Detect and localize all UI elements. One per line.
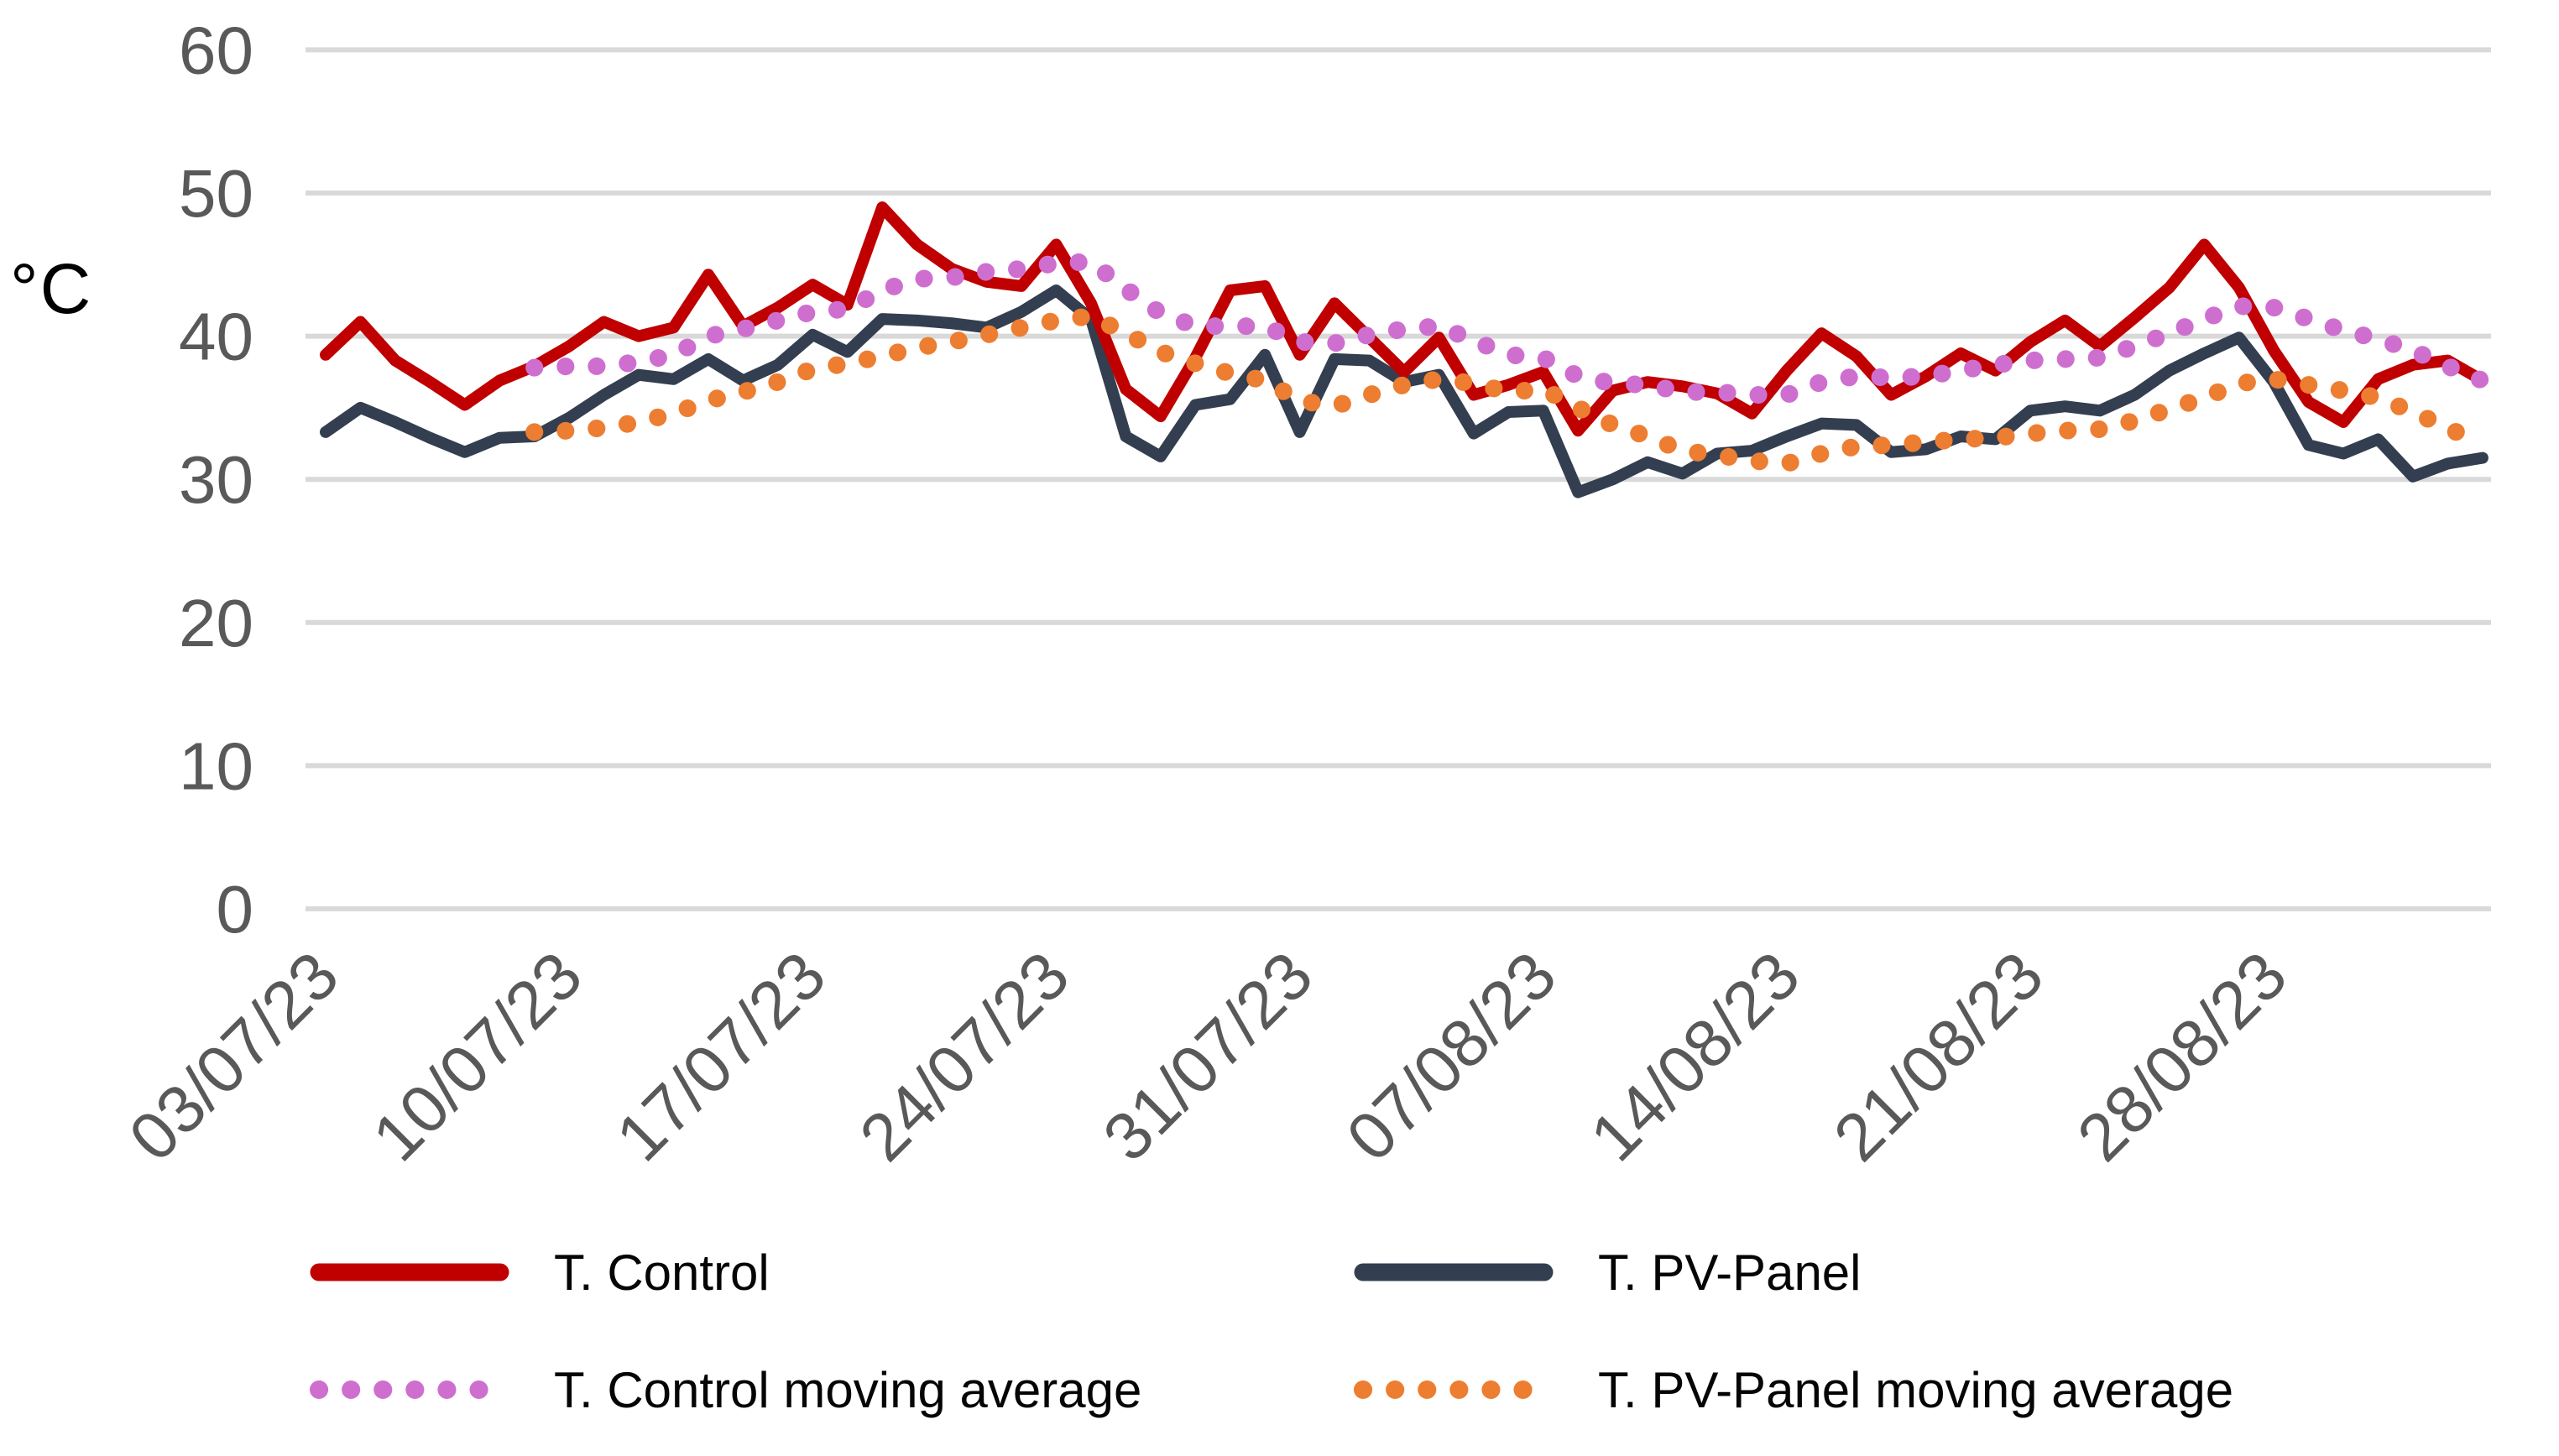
- t-pv-panel-dotted-swatch-icon: [1354, 1380, 1554, 1399]
- x-tick-label-2: 17/07/23: [602, 937, 839, 1175]
- legend-label: T. Control: [554, 1244, 770, 1301]
- t-control-dotted-swatch-icon: [310, 1380, 509, 1399]
- y-tick-label-10: 10: [179, 728, 253, 803]
- y-tick-label-30: 30: [179, 442, 253, 517]
- y-tick-label-40: 40: [179, 300, 253, 374]
- y-tick-label-60: 60: [179, 13, 253, 87]
- t-pv-panel-line-swatch-icon: [1354, 1263, 1554, 1281]
- legend-item-t-pv-panel: T. PV-Panel: [1353, 1243, 1862, 1302]
- series-line-t-pv-panel-moving-average: [525, 307, 2492, 472]
- x-tick-label-3: 24/07/23: [845, 937, 1083, 1175]
- y-axis-unit-label: °C: [10, 249, 93, 328]
- x-tick-label-0: 03/07/23: [115, 937, 353, 1175]
- y-tick-label-0: 0: [217, 872, 254, 947]
- x-tick-label-7: 21/08/23: [1820, 937, 2057, 1175]
- legend-label: T. PV-Panel: [1598, 1244, 1862, 1301]
- x-tick-label-5: 07/08/23: [1333, 937, 1570, 1175]
- series-line-t-control: [320, 201, 2488, 437]
- x-tick-label-4: 31/07/23: [1089, 937, 1326, 1175]
- legend-item-t-pv-panel-moving-average: T. PV-Panel moving average: [1353, 1360, 2233, 1419]
- legend-item-t-control: T. Control: [309, 1243, 770, 1302]
- x-tick-label-1: 10/07/23: [358, 937, 596, 1175]
- t-control-line-swatch-icon: [310, 1263, 509, 1281]
- series-line-t-control-moving-average: [525, 253, 2492, 404]
- y-tick-label-50: 50: [179, 156, 253, 231]
- x-tick-label-6: 14/08/23: [1576, 937, 1814, 1175]
- x-tick-label-8: 28/08/23: [2063, 937, 2300, 1175]
- legend-label: T. PV-Panel moving average: [1598, 1361, 2234, 1418]
- y-tick-label-20: 20: [179, 586, 253, 660]
- legend-item-t-control-moving-average: T. Control moving average: [309, 1360, 1141, 1419]
- legend-label: T. Control moving average: [554, 1361, 1142, 1418]
